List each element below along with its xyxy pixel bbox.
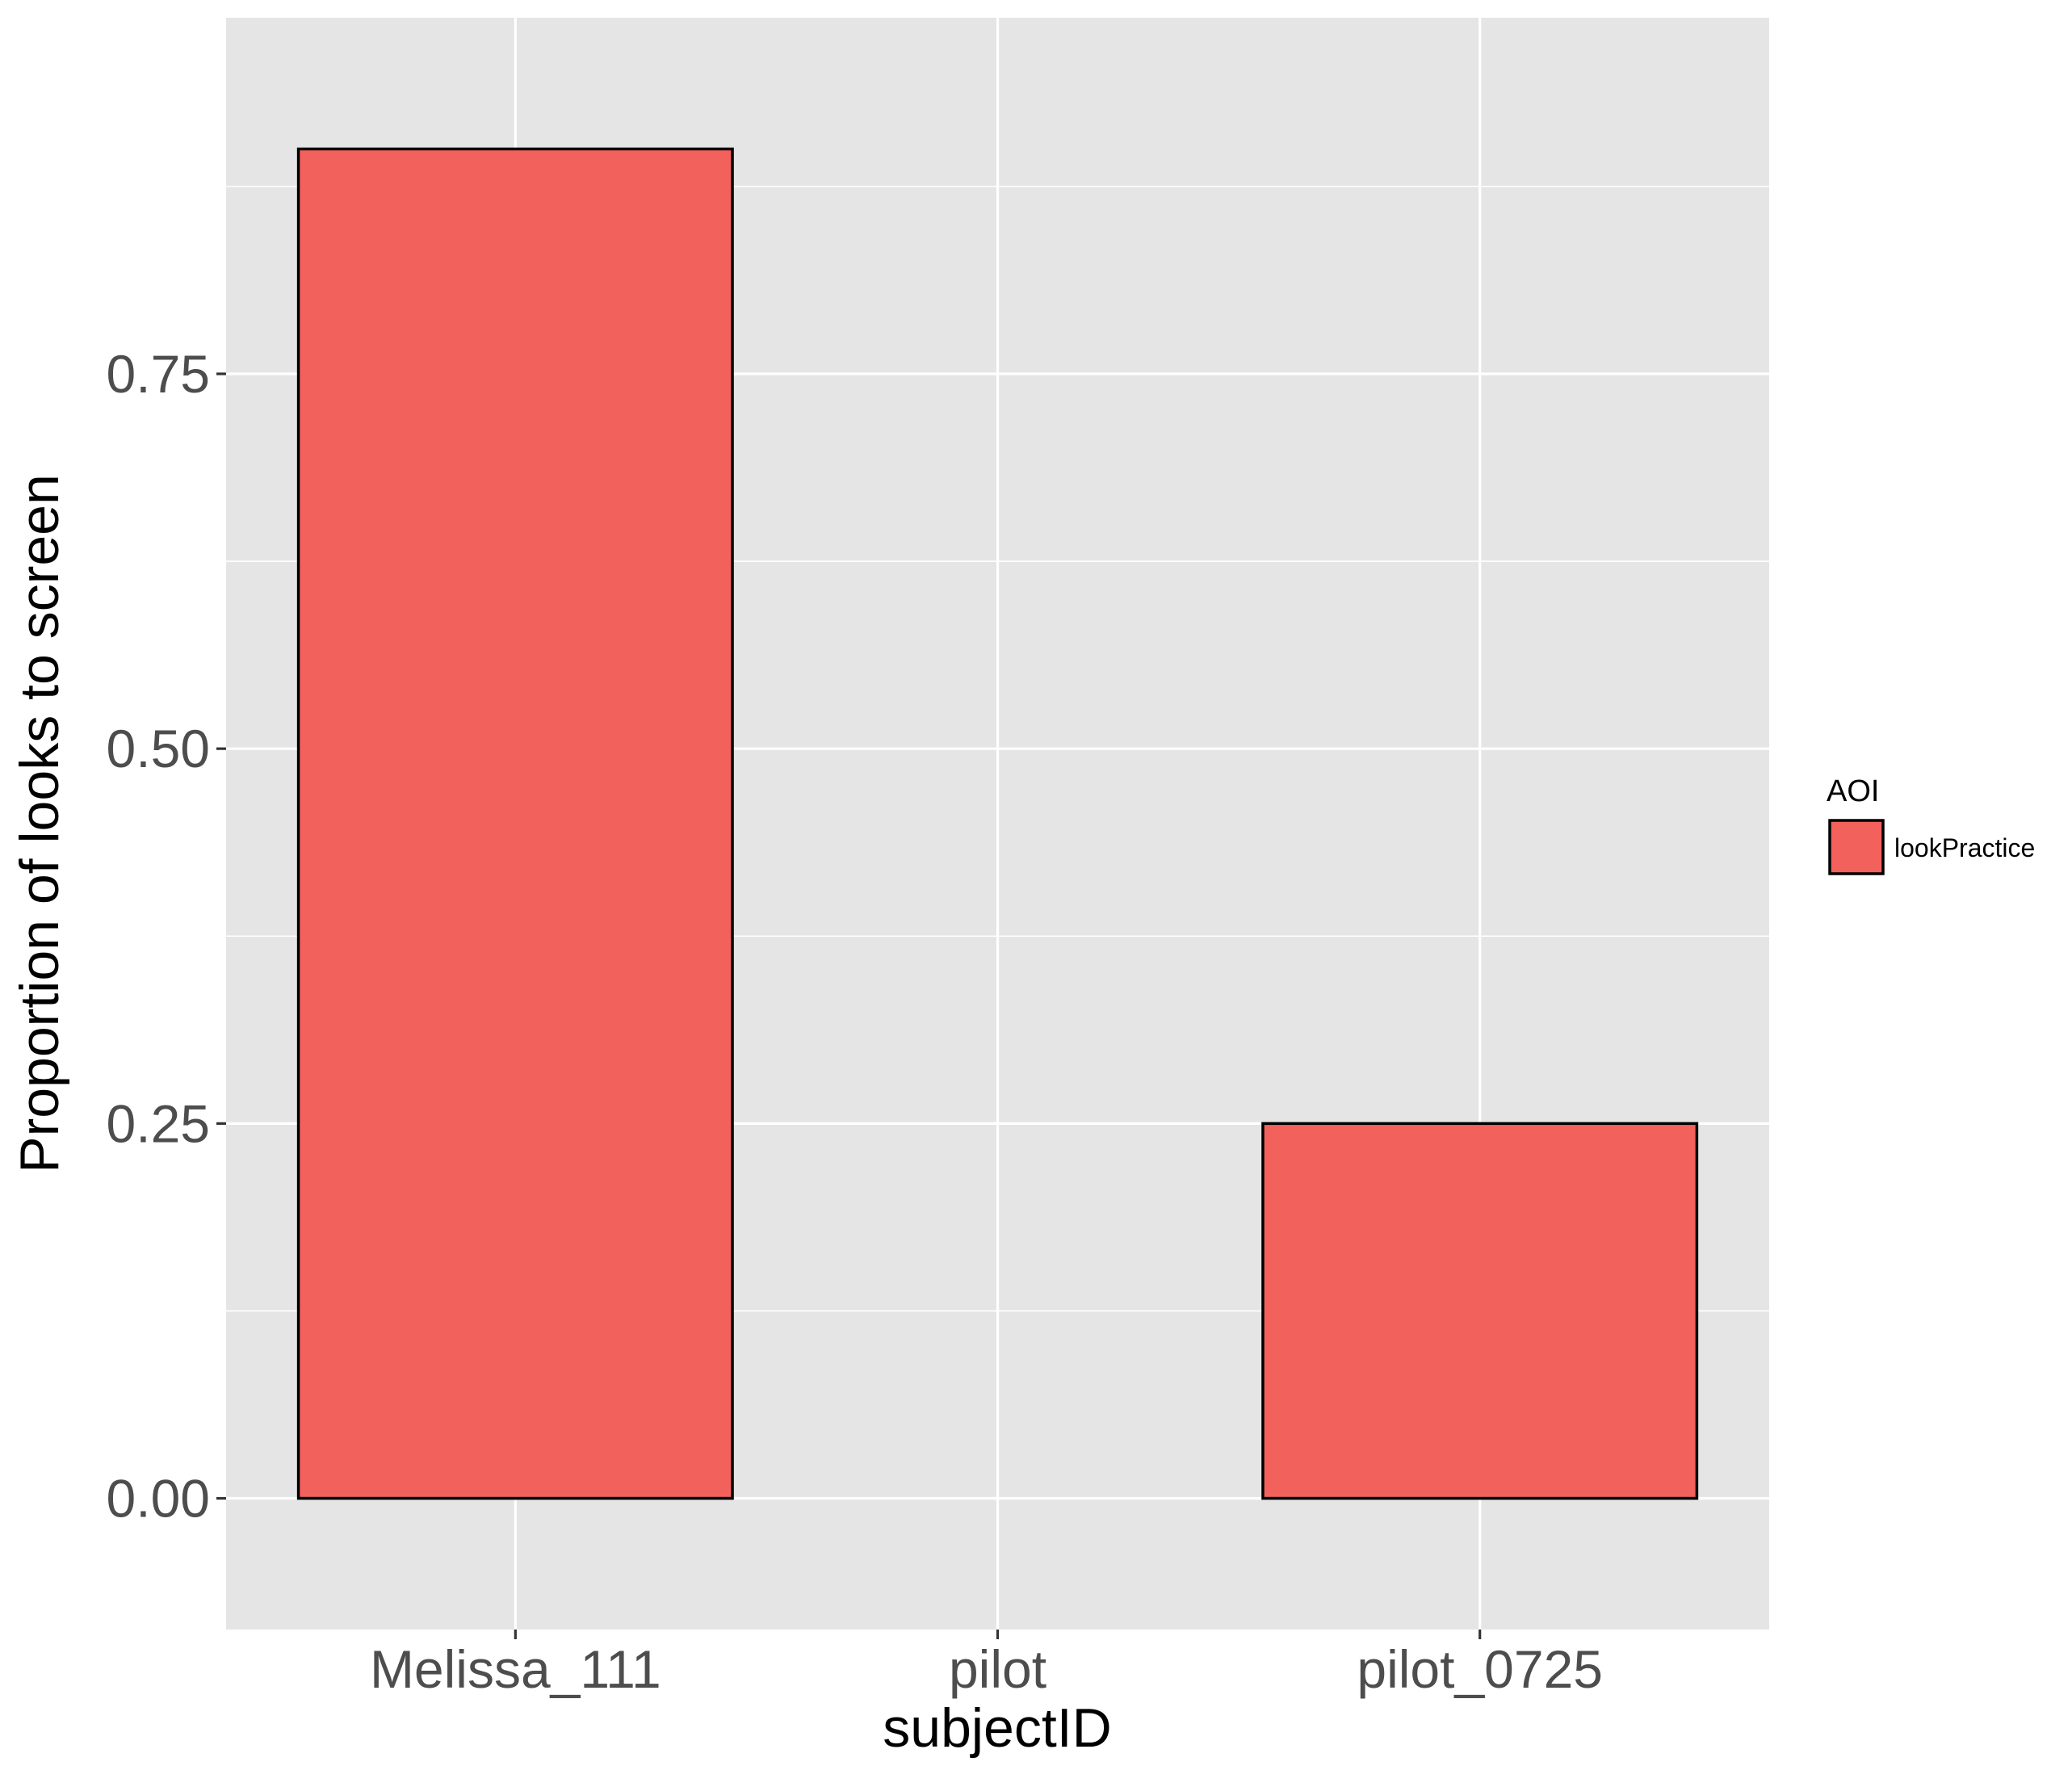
legend-label: lookPractice [1894, 833, 2035, 862]
x-axis: Melissa_111 pilot pilot_0725 [370, 1630, 1603, 1699]
x-tick-label: pilot_0725 [1357, 1639, 1603, 1699]
bar [1261, 1122, 1699, 1500]
y-tick-label: 0.75 [107, 344, 210, 404]
y-axis-title: Proportion of looks to screen [9, 474, 70, 1173]
y-axis: 0.00 0.25 0.50 0.75 [107, 344, 226, 1529]
x-tick-label: pilot [949, 1639, 1046, 1699]
bars [296, 147, 1699, 1500]
y-tick-label: 0.25 [107, 1093, 210, 1153]
legend: AOI lookPractice [1827, 774, 2035, 875]
y-tick-label: 0.50 [107, 719, 210, 778]
bar [296, 147, 734, 1500]
x-tick-label: Melissa_111 [370, 1639, 661, 1699]
legend-keys: lookPractice [1828, 819, 2035, 875]
legend-title: AOI [1827, 774, 1879, 808]
x-axis-title: subjectID [883, 1697, 1111, 1759]
y-tick-label: 0.00 [107, 1469, 210, 1529]
legend-swatch [1828, 819, 1885, 875]
